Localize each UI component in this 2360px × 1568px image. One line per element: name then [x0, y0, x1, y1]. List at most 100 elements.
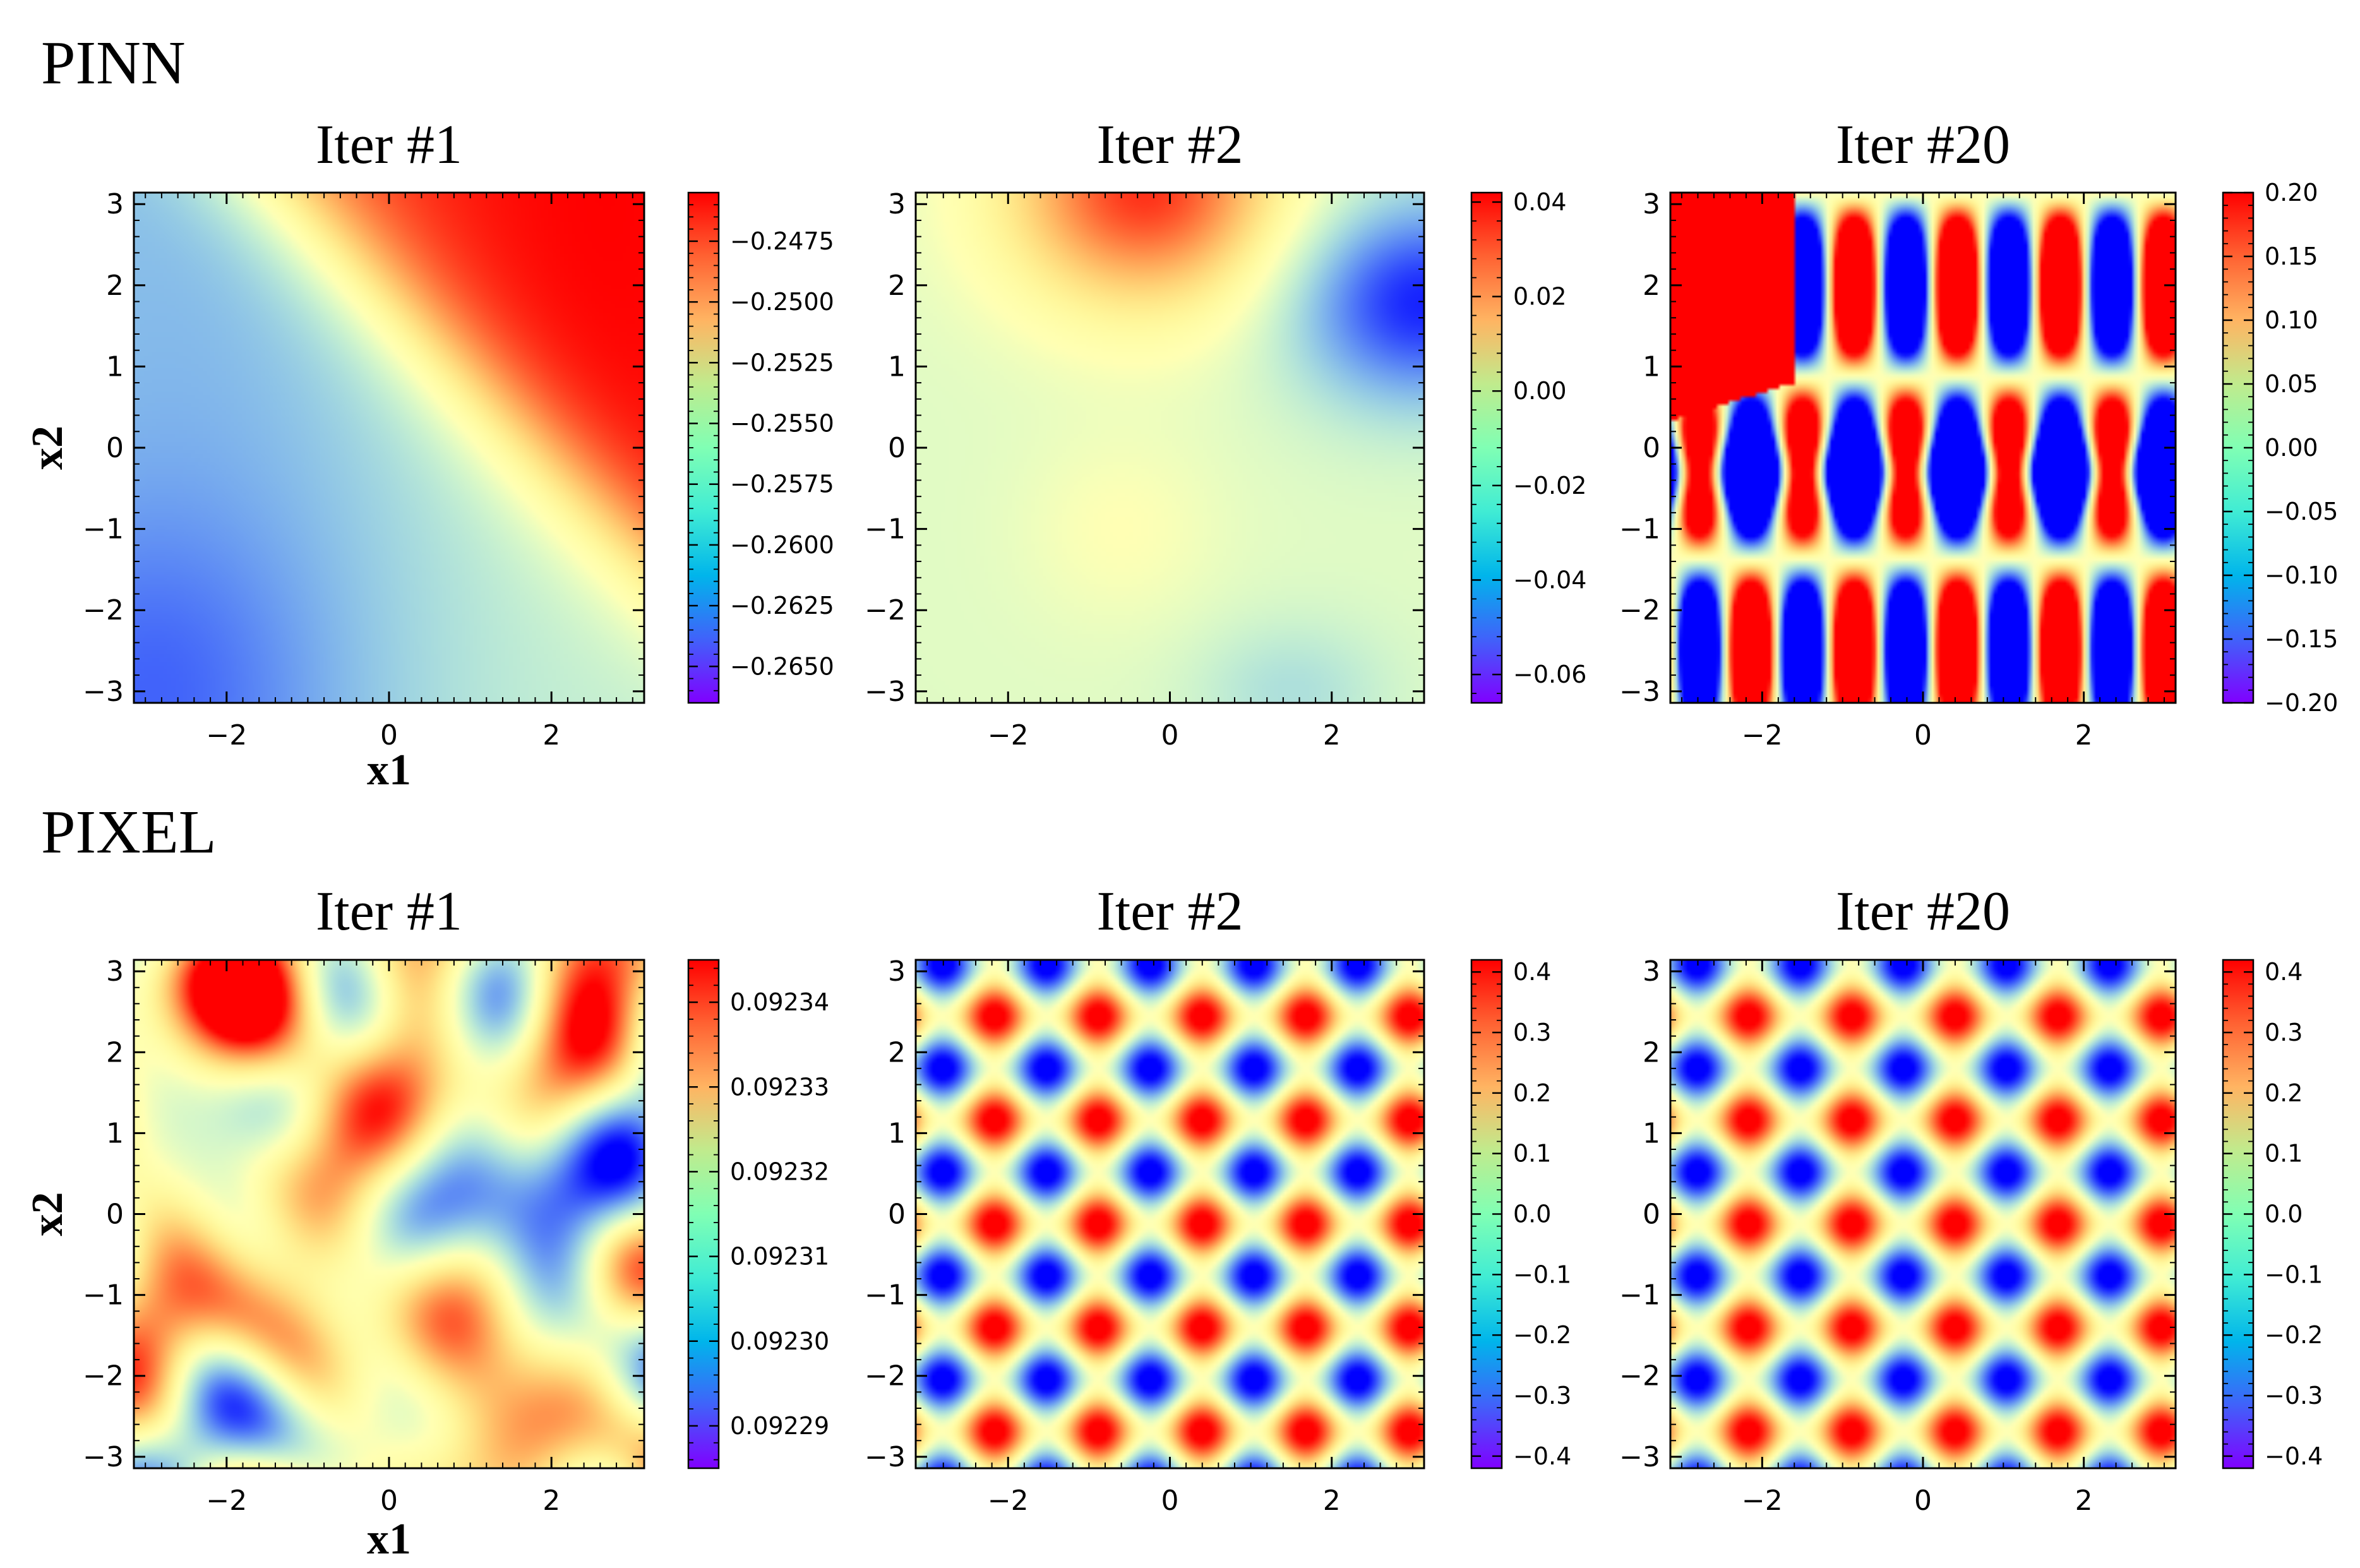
- y-tick-label: 1: [1643, 1117, 1660, 1149]
- panel-title: Iter #20: [1836, 114, 2010, 176]
- colorbar-tick-label: −0.2550: [730, 410, 834, 438]
- y-tick-label: 2: [888, 270, 906, 302]
- x-tick-label: −2: [206, 719, 247, 751]
- colorbar-tick-label: 0.20: [2265, 179, 2318, 206]
- y-tick-label: 2: [106, 1036, 124, 1068]
- x-tick-label: 0: [1161, 1485, 1179, 1517]
- colorbar-tick-label: 0.3: [2265, 1019, 2303, 1046]
- y-tick-label: 2: [1643, 1036, 1660, 1068]
- colorbar-tick-label: 0.2: [2265, 1079, 2303, 1107]
- colorbar-gradient: [687, 959, 720, 1469]
- colorbar-tick-label: 0.10: [2265, 306, 2318, 334]
- colorbar: −0.2475 −0.2500 −0.2525 −0.2550 −0.2575 −0.26…: [687, 191, 834, 704]
- y-tick-label: 1: [1643, 350, 1660, 383]
- colorbar-tick-label: −0.2600: [730, 531, 834, 559]
- colorbar-tick-label: −0.1: [1513, 1260, 1571, 1288]
- colorbar-tick-label: −0.02: [1513, 472, 1586, 500]
- y-tick-label: −3: [83, 1441, 124, 1473]
- y-tick-label: 3: [106, 955, 124, 988]
- y-tick-label: −3: [83, 676, 124, 708]
- colorbar-tick-label: −0.3: [1513, 1382, 1571, 1409]
- y-tick-label: 3: [888, 955, 906, 988]
- x-tick-label: −2: [988, 1485, 1029, 1517]
- x-axis-label: x1: [367, 1515, 411, 1564]
- y-tick-label: 2: [888, 1036, 906, 1068]
- colorbar-tick-label: 0.05: [2265, 370, 2318, 398]
- y-tick-label: 2: [1643, 270, 1660, 302]
- colorbar-tick-label: −0.15: [2265, 625, 2338, 653]
- x-tick-label: −2: [988, 719, 1029, 751]
- heatmap-image: [134, 193, 644, 703]
- heatmap-image: [1670, 193, 2176, 703]
- y-tick-label: 0: [888, 432, 906, 464]
- colorbar: 0.4 0.3 0.2 0.1 0.0 −0.1 −0.2 −0.3 −0.4: [2222, 958, 2323, 1470]
- colorbar-tick-label: 0.0: [1513, 1200, 1551, 1228]
- colorbar-tick-label: −0.4: [1513, 1442, 1571, 1470]
- y-tick-label: 0: [106, 1199, 124, 1231]
- colorbar-tick-label: 0.09232: [730, 1158, 829, 1185]
- colorbar-tick-label: 0.3: [1513, 1019, 1551, 1046]
- y-tick-label: 3: [1643, 188, 1660, 220]
- heatmap-image: [1670, 960, 2176, 1468]
- x-tick-label: 0: [1161, 719, 1179, 751]
- colorbar-tick-label: −0.05: [2265, 498, 2338, 525]
- panel-title: Iter #20: [1836, 881, 2010, 942]
- colorbar-tick-label: −0.2500: [730, 288, 834, 316]
- colorbar-tick-label: 0.0: [2265, 1200, 2303, 1228]
- y-tick-label: −2: [1619, 594, 1660, 626]
- x-tick-label: 2: [542, 1485, 560, 1517]
- colorbar-tick-label: −0.1: [2265, 1260, 2323, 1288]
- colorbar-tick-label: −0.10: [2265, 561, 2338, 589]
- colorbar-tick-label: −0.06: [1513, 661, 1586, 688]
- x-tick-label: 2: [2075, 1485, 2093, 1517]
- colorbar-tick-label: 0.15: [2265, 242, 2318, 270]
- panel-pixel-3: Iter #20 −2 0 2 3 2 1 0 −1 −2 −3 0.4 0.3 0.2 0.1 0.0 −0.…: [1619, 881, 2323, 1517]
- y-tick-label: 3: [1643, 955, 1660, 988]
- y-tick-label: −2: [865, 594, 906, 626]
- colorbar-tick-label: 0.2: [1513, 1079, 1551, 1107]
- colorbar-tick-label: 0.4: [2265, 958, 2303, 986]
- colorbar-tick-label: −0.2650: [730, 652, 834, 680]
- y-axis-label: x2: [23, 1192, 72, 1236]
- colorbar-tick-label: 0.09234: [730, 988, 829, 1016]
- y-tick-label: 0: [1643, 1199, 1660, 1231]
- x-tick-label: 2: [1323, 719, 1341, 751]
- x-tick-label: 0: [1914, 719, 1932, 751]
- y-tick-label: 0: [106, 432, 124, 464]
- y-axis-label: x2: [23, 426, 72, 470]
- heatmap-image: [916, 960, 1424, 1468]
- y-tick-label: 3: [106, 188, 124, 220]
- y-tick-label: −3: [1619, 676, 1660, 708]
- y-tick-label: −1: [1619, 513, 1660, 546]
- y-tick-label: 1: [888, 350, 906, 383]
- panel-title: Iter #1: [316, 114, 462, 176]
- row-label-pinn: PINN: [41, 29, 186, 97]
- colorbar-tick-label: −0.04: [1513, 566, 1586, 594]
- panel-pinn-2: Iter #2 −2 0 2 3 2 1 0 −1 −2 −3 0.04 0.02 0.00 −0.02 −0…: [865, 114, 1586, 751]
- colorbar-tick-label: −0.2625: [730, 592, 834, 619]
- panel-title: Iter #1: [316, 881, 462, 942]
- colorbar-tick-label: 0.09231: [730, 1243, 829, 1271]
- y-tick-label: −2: [1619, 1360, 1660, 1392]
- row-label-pixel: PIXEL: [41, 798, 217, 866]
- colorbar-tick-label: 0.09230: [730, 1327, 829, 1355]
- colorbar-tick-label: −0.2: [1513, 1321, 1571, 1349]
- y-tick-label: −1: [1619, 1279, 1660, 1312]
- x-tick-label: 0: [380, 719, 398, 751]
- y-tick-label: −2: [83, 594, 124, 626]
- y-tick-label: 0: [1643, 432, 1660, 464]
- colorbar-tick-label: −0.2575: [730, 470, 834, 498]
- y-tick-label: −2: [865, 1360, 906, 1392]
- x-tick-label: 0: [1914, 1485, 1932, 1517]
- panel-pixel-1: Iter #1−2 0 23210−1−2−3x1x20.092340.092330…: [23, 881, 829, 1564]
- colorbar: 0.20 0.15 0.10 0.05 0.00 −0.05 −0.10 −0.15 −0.20: [2222, 179, 2338, 717]
- colorbar-tick-label: −0.2: [2265, 1321, 2323, 1349]
- y-tick-label: −1: [865, 513, 906, 546]
- y-tick-label: −2: [83, 1360, 124, 1392]
- y-tick-label: −1: [865, 1279, 906, 1312]
- y-tick-label: 1: [888, 1117, 906, 1149]
- panel-pinn-3: Iter #20−2 0 23210−1−2−30.200.150.100.050.…: [1619, 114, 2338, 751]
- colorbar: 0.4 0.3 0.2 0.1 0.0 −0.1 −0.2 −0.3 −0.4: [1470, 958, 1571, 1470]
- x-tick-label: 2: [2075, 719, 2093, 751]
